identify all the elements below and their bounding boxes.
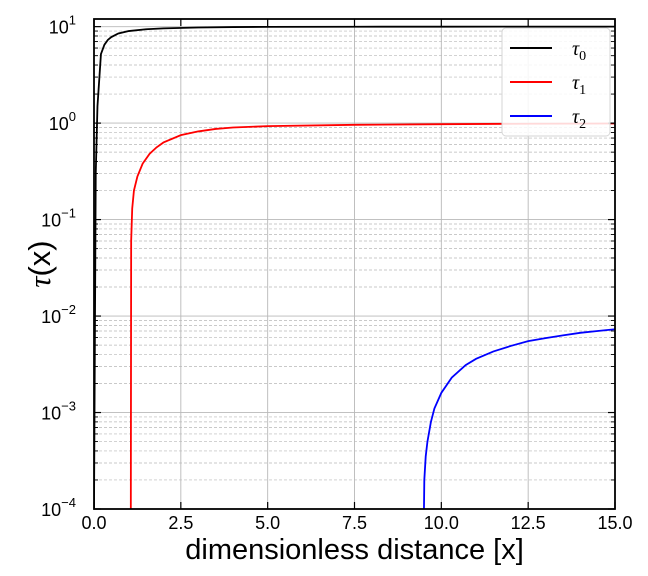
y-tick-label: 10−4 — [41, 495, 76, 520]
x-tick-label: 5.0 — [255, 513, 280, 533]
series-line-tau-2 — [423, 328, 615, 509]
y-tick-label: 10−2 — [41, 302, 76, 327]
y-axis-label: τ(x) — [22, 240, 57, 287]
y-tick-label: 101 — [49, 13, 76, 38]
y-axis-label-symbol: τ — [22, 275, 57, 288]
y-tick-label: 10−1 — [41, 206, 76, 231]
series-line-tau-0 — [94, 25, 615, 509]
x-tick-label: 2.5 — [168, 513, 193, 533]
x-tick-label: 10.0 — [424, 513, 459, 533]
y-tick-label: 100 — [49, 109, 76, 134]
x-tick-label: 12.5 — [511, 513, 546, 533]
grid-lines — [93, 19, 616, 510]
y-tick-exponent: −4 — [61, 495, 76, 510]
legend-label-tau-1: τ1 — [572, 72, 586, 98]
x-tick-label: 7.5 — [342, 513, 367, 533]
axis-ticks: 0.0 2.5 5.0 7.5 10.0 12.5 15.010110010−110−210… — [41, 13, 632, 533]
x-axis-label: dimensionless distance [x] — [185, 534, 524, 566]
y-axis-label-arg: (x) — [22, 240, 57, 276]
series-lines — [94, 25, 615, 509]
legend-label-tau-0: τ0 — [572, 38, 586, 64]
x-tick-label: 15.0 — [597, 513, 632, 533]
series-line-tau-1 — [129, 122, 615, 509]
y-tick-label: 10−3 — [41, 399, 76, 424]
y-tick-exponent: −3 — [61, 399, 76, 414]
y-tick-exponent: −2 — [61, 302, 76, 317]
legend-box — [501, 27, 611, 137]
legend-label-tau-2: τ2 — [572, 106, 586, 132]
y-tick-exponent: −1 — [61, 206, 76, 221]
legend: τ0 τ1 τ2 — [501, 27, 611, 137]
x-tick-label: 0.0 — [81, 513, 106, 533]
y-tick-exponent: 0 — [69, 109, 76, 124]
y-tick-exponent: 1 — [69, 13, 76, 28]
